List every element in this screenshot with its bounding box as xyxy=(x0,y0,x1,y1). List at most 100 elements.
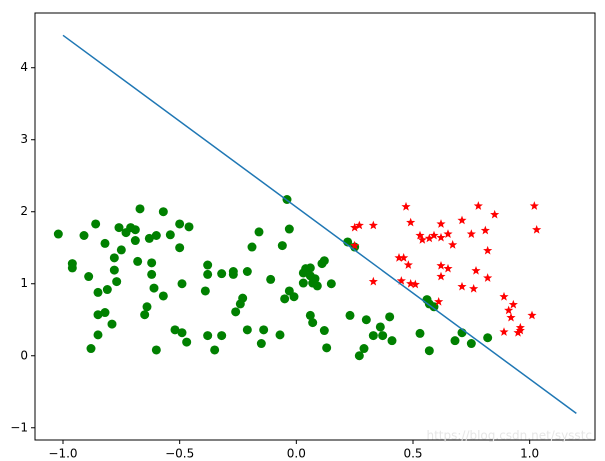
point xyxy=(326,279,336,289)
y-tick-label: 4 xyxy=(20,60,28,74)
point xyxy=(506,312,516,322)
point xyxy=(436,219,446,228)
point xyxy=(513,327,523,337)
point xyxy=(385,312,395,322)
point xyxy=(417,235,427,244)
point xyxy=(228,267,238,277)
point xyxy=(158,291,168,301)
point xyxy=(532,224,542,234)
point xyxy=(158,207,168,217)
point xyxy=(406,217,416,227)
point xyxy=(350,222,360,232)
point xyxy=(93,287,103,297)
point xyxy=(175,219,185,229)
point xyxy=(280,294,290,304)
point xyxy=(151,345,161,355)
y-tick-label: −1 xyxy=(10,420,28,434)
point xyxy=(200,286,210,296)
point xyxy=(403,260,413,269)
point xyxy=(144,233,154,243)
point xyxy=(345,310,355,320)
point xyxy=(93,310,103,320)
point xyxy=(480,225,490,235)
watermark: https://blog.csdn.net/sysstc xyxy=(426,429,592,443)
point xyxy=(259,325,269,335)
point xyxy=(182,337,192,347)
point xyxy=(448,240,458,249)
point xyxy=(177,328,187,338)
point xyxy=(375,322,385,332)
point xyxy=(310,274,320,284)
point xyxy=(436,232,446,242)
point xyxy=(275,330,285,340)
point xyxy=(100,308,110,318)
point xyxy=(53,229,63,239)
point xyxy=(394,253,404,262)
point xyxy=(354,351,364,361)
point xyxy=(177,279,187,289)
point xyxy=(147,269,157,279)
point xyxy=(322,343,332,353)
point xyxy=(133,256,143,266)
point xyxy=(203,269,213,279)
point xyxy=(368,331,378,341)
point xyxy=(401,201,411,211)
axes-frame xyxy=(34,12,596,441)
point xyxy=(109,265,119,275)
point xyxy=(210,345,220,355)
point xyxy=(319,326,329,336)
point xyxy=(319,256,329,266)
point xyxy=(508,299,518,309)
y-tick-label: 0 xyxy=(20,348,28,362)
point xyxy=(114,223,124,233)
point xyxy=(490,209,500,219)
y-tick-label: 1 xyxy=(20,276,28,290)
point xyxy=(242,325,252,335)
point xyxy=(165,230,175,240)
point xyxy=(312,281,322,291)
point xyxy=(424,233,434,243)
point xyxy=(527,310,537,320)
point xyxy=(238,293,248,303)
point xyxy=(443,263,453,273)
point xyxy=(354,220,364,230)
x-tick-label: −1.0 xyxy=(48,447,77,461)
point xyxy=(434,296,444,306)
x-tick-label: 0.0 xyxy=(287,447,306,461)
point xyxy=(361,315,371,325)
point xyxy=(436,271,446,281)
point xyxy=(102,285,112,295)
point xyxy=(466,229,476,238)
point xyxy=(443,229,453,238)
point xyxy=(429,230,439,240)
point xyxy=(298,278,308,288)
point xyxy=(457,215,467,225)
point xyxy=(399,253,409,262)
point xyxy=(100,238,110,248)
point xyxy=(424,346,434,356)
point xyxy=(67,263,77,273)
point xyxy=(284,224,294,234)
point xyxy=(499,291,509,301)
point xyxy=(515,325,525,335)
point xyxy=(256,339,266,349)
point xyxy=(242,267,252,277)
point xyxy=(471,265,481,275)
point xyxy=(415,328,425,338)
point xyxy=(140,310,150,320)
point xyxy=(483,333,493,343)
point xyxy=(109,253,119,263)
x-tick-label: 1.0 xyxy=(520,447,539,461)
point xyxy=(203,260,213,270)
point xyxy=(79,231,89,241)
x-tick-label: −0.5 xyxy=(165,447,194,461)
point xyxy=(368,276,378,286)
point xyxy=(457,281,467,291)
point xyxy=(473,201,483,210)
point xyxy=(130,225,140,235)
point xyxy=(254,227,264,237)
point xyxy=(350,240,360,250)
point xyxy=(142,302,152,312)
point xyxy=(149,283,159,293)
